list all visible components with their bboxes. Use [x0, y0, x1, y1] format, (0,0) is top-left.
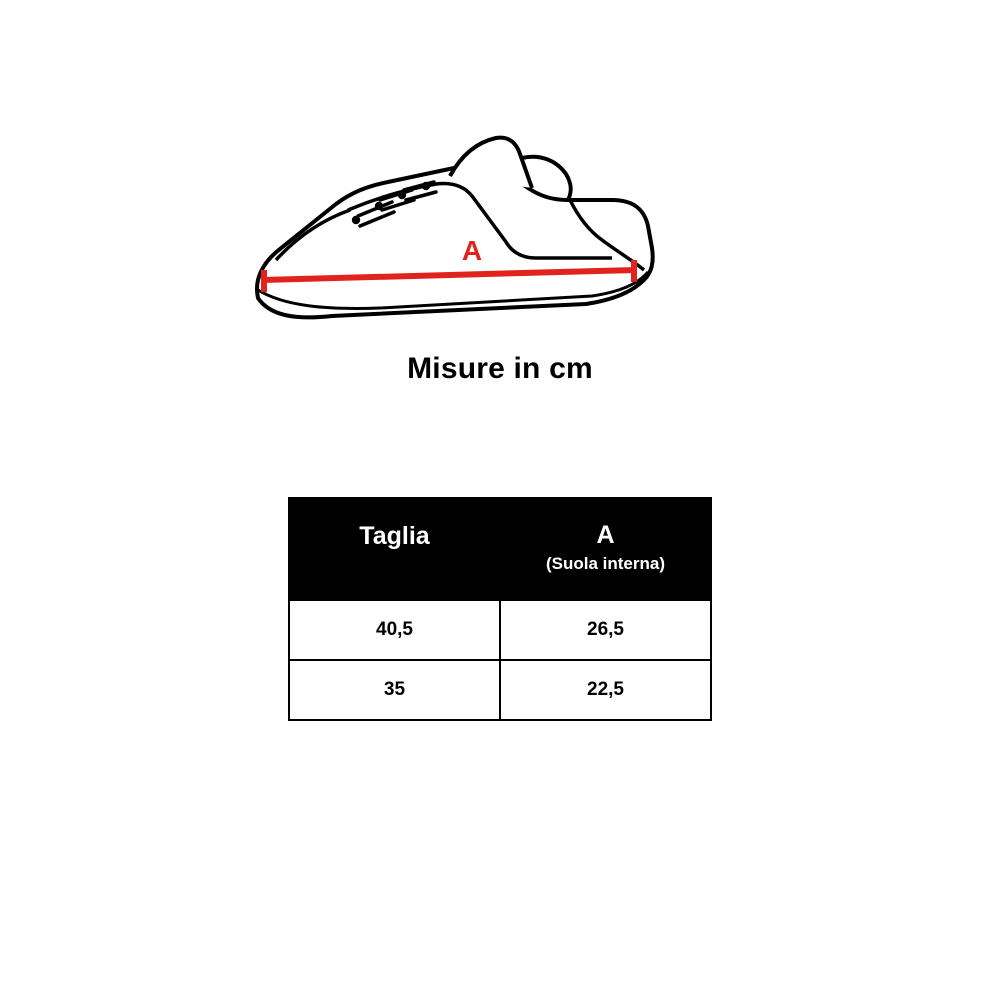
caption-misure-in-cm: Misure in cm — [407, 352, 593, 385]
cell-a: 26,5 — [499, 599, 712, 661]
size-table-head: Taglia A (Suola interna) — [288, 497, 712, 601]
table-row: 40,5 26,5 — [288, 599, 712, 661]
size-table-body: 40,5 26,5 35 22,5 — [288, 599, 712, 721]
cell-a: 22,5 — [499, 659, 712, 721]
shoe-collar — [521, 154, 573, 201]
header-taglia-spacer — [294, 550, 495, 573]
shoe-diagram: A — [0, 130, 1000, 360]
shoe-illustration-svg: A — [255, 135, 655, 320]
header-a-sublabel: (Suola interna) — [545, 554, 665, 574]
measurement-line-a — [261, 260, 637, 292]
header-cell-a: A (Suola interna) — [499, 497, 712, 601]
shoe-tongue — [448, 135, 534, 189]
measurement-label-a: A — [462, 235, 482, 266]
table-row: 35 22,5 — [288, 659, 712, 721]
header-taglia-label: Taglia — [359, 521, 430, 550]
cell-size: 40,5 — [288, 599, 501, 661]
header-a-label: A — [596, 520, 615, 549]
shoe-lace-eyelets — [351, 181, 431, 225]
size-table: Taglia A (Suola interna) 40,5 26,5 35 22… — [288, 497, 712, 721]
shoe-toecap-seam — [274, 208, 351, 262]
shoe-midsole-line — [257, 270, 650, 310]
table-header-row: Taglia A (Suola interna) — [288, 497, 712, 601]
cell-size: 35 — [288, 659, 501, 721]
shoe-vamp-seam — [347, 181, 612, 260]
header-cell-taglia: Taglia — [288, 497, 501, 601]
